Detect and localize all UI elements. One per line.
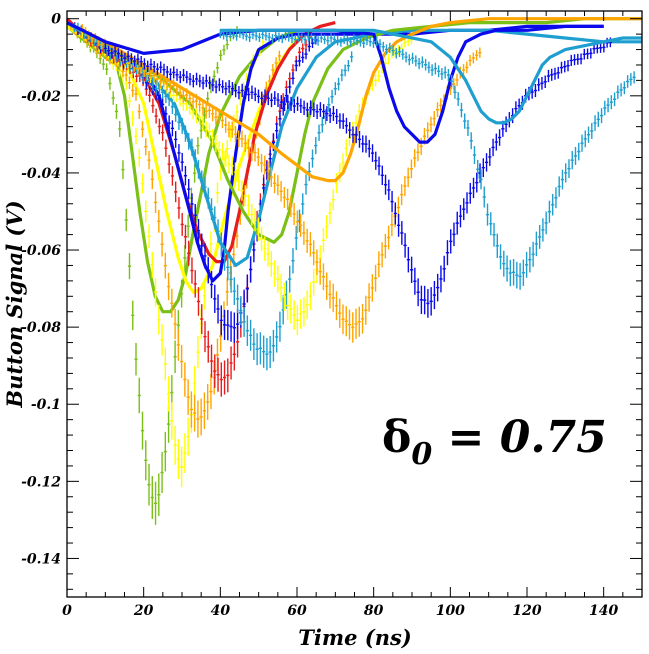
y-tick-label-1: -0.02 xyxy=(21,89,61,105)
x-tick-label-4: 80 xyxy=(364,603,384,619)
x-axis-title: Time (ns) xyxy=(298,625,411,650)
y-tick-label-0: 0 xyxy=(51,12,61,28)
x-tick-label-6: 120 xyxy=(512,603,541,619)
series-10-points xyxy=(73,22,354,371)
annotation-subscript: 0 xyxy=(411,437,432,472)
x-tick-label-7: 140 xyxy=(589,603,618,619)
y-tick-label-7: -0.14 xyxy=(21,551,61,567)
series-14-points xyxy=(80,24,482,343)
x-tick-label-0: 0 xyxy=(62,603,72,619)
x-tick-label-5: 100 xyxy=(436,603,465,619)
y-tick-label-4: -0.08 xyxy=(21,320,61,336)
series-17-line xyxy=(220,28,642,125)
label-layer: 0 20 40 60 80 100 120 140 0 -0.02 -0.04 -0.06 -0.08 -… xyxy=(21,12,618,619)
annotation-value: = 0.75 xyxy=(432,412,607,463)
series-layer xyxy=(65,17,642,525)
x-tick-label-2: 40 xyxy=(211,603,231,619)
x-tick-label-1: 20 xyxy=(133,603,154,619)
series-18-points xyxy=(218,28,636,290)
series-13-line xyxy=(66,17,642,183)
y-tick-label-2: -0.04 xyxy=(21,166,61,182)
annotation-symbol: δ xyxy=(382,412,411,463)
y-tick-label-3: -0.06 xyxy=(21,243,61,259)
y-tick-label-6: -0.12 xyxy=(21,474,61,490)
delta-annotation: δ0 = 0.75 xyxy=(382,412,607,472)
series-12-points xyxy=(80,26,414,336)
tick-layer xyxy=(66,11,643,597)
series-16-points xyxy=(103,37,612,318)
x-tick-label-3: 60 xyxy=(287,603,307,619)
y-tick-label-5: -0.1 xyxy=(31,397,61,413)
y-axis-title: Button Signal (V) xyxy=(2,200,27,408)
